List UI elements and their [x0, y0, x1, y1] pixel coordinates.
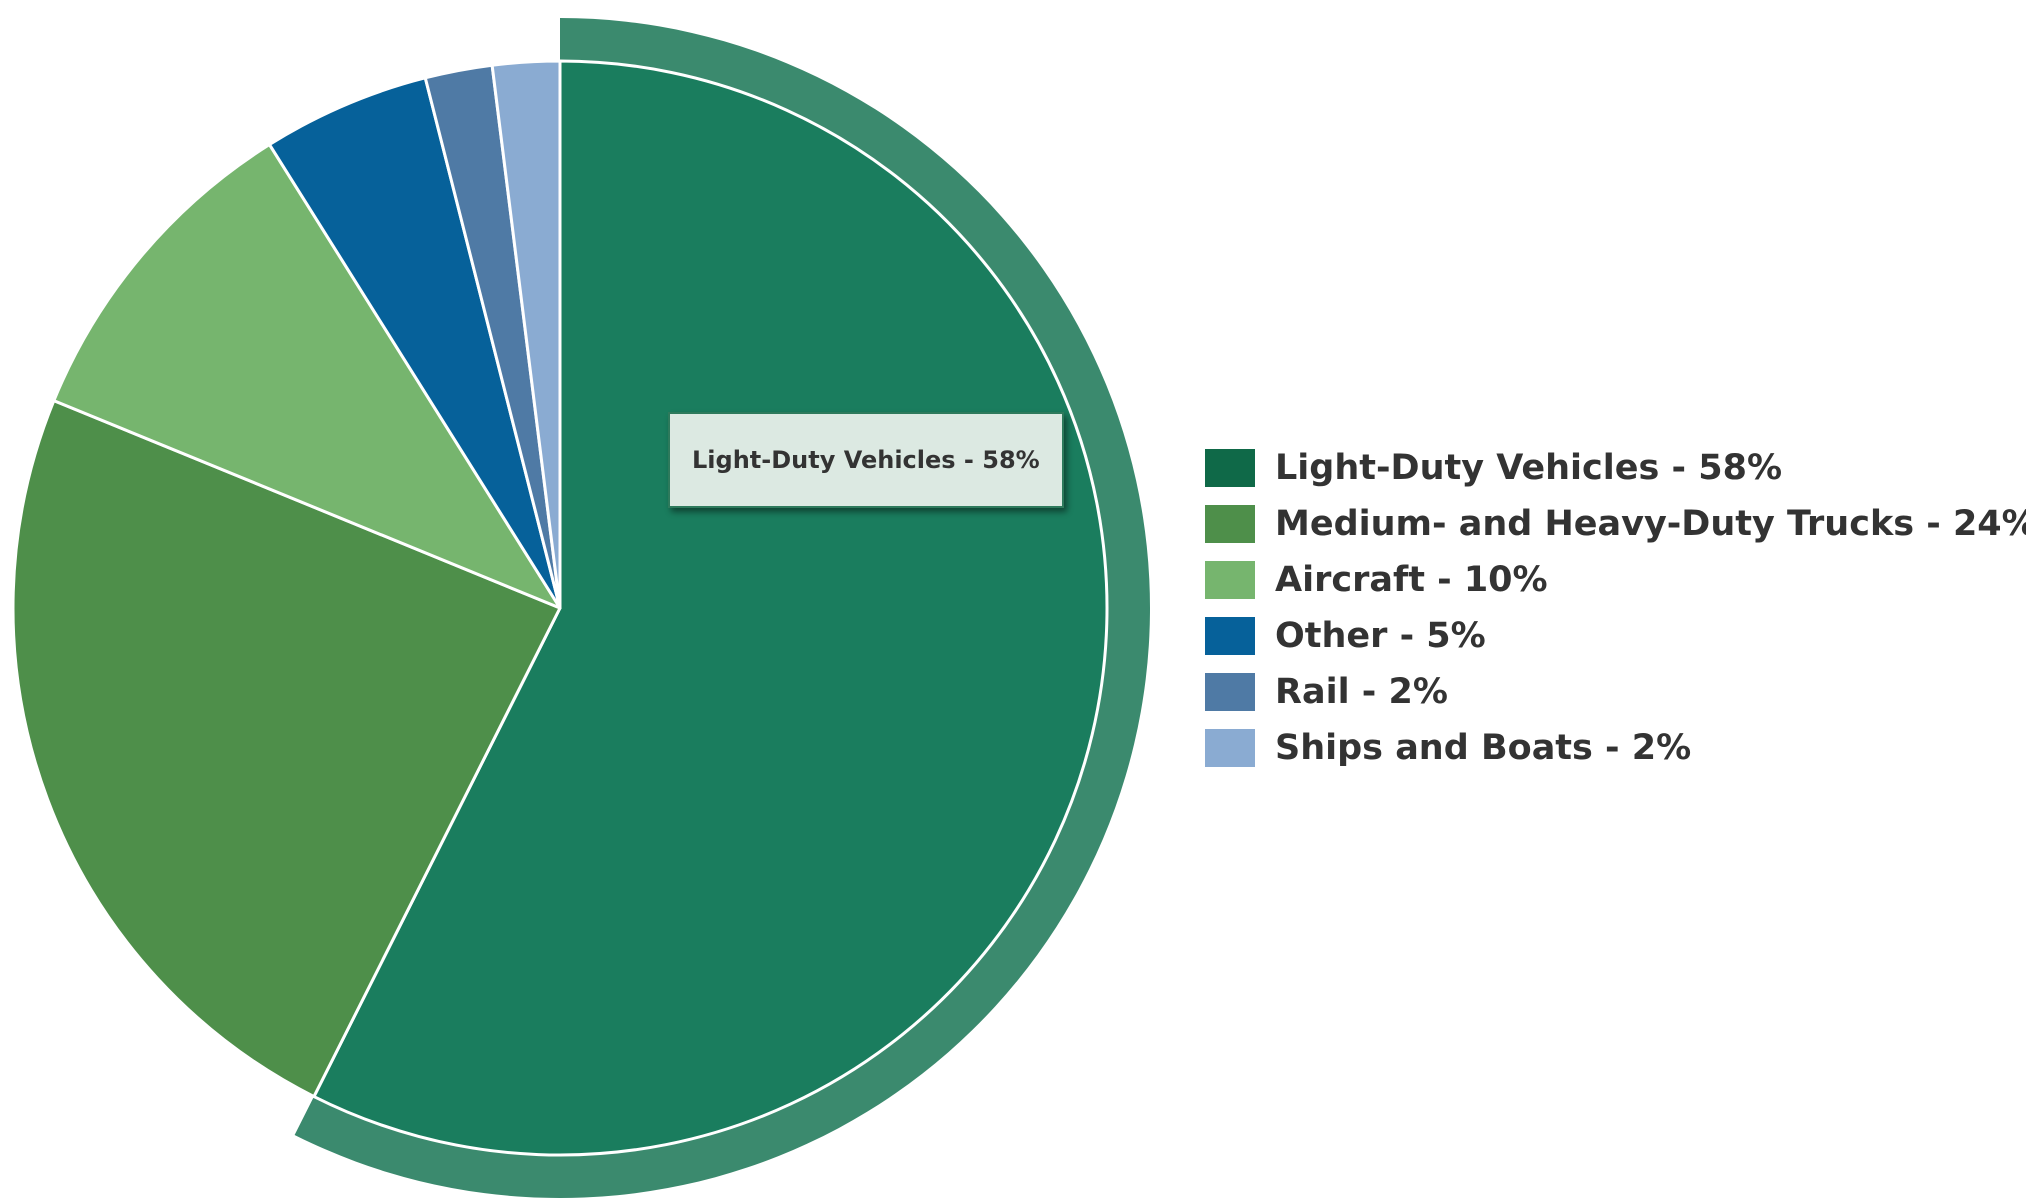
legend-label: Ships and Boats - 2% — [1275, 728, 1692, 768]
pie-slice-light-duty-vehicles[interactable] — [312, 59, 1109, 1157]
legend-swatch — [1205, 449, 1255, 487]
legend-item-rail[interactable]: Rail - 2% — [1205, 664, 2026, 720]
legend-swatch — [1205, 673, 1255, 711]
legend-item-medium-and-heavy-duty-trucks[interactable]: Medium- and Heavy-Duty Trucks - 24% — [1205, 496, 2026, 552]
legend: Light-Duty Vehicles - 58% Medium- and Hea… — [1205, 440, 2026, 776]
tooltip-label: Light-Duty Vehicles - 58% — [692, 446, 1040, 474]
legend-swatch — [1205, 561, 1255, 599]
legend-swatch — [1205, 617, 1255, 655]
legend-item-light-duty-vehicles[interactable]: Light-Duty Vehicles - 58% — [1205, 440, 2026, 496]
legend-item-other[interactable]: Other - 5% — [1205, 608, 2026, 664]
legend-label: Other - 5% — [1275, 616, 1486, 656]
legend-swatch — [1205, 729, 1255, 767]
pie-slice-aircraft[interactable] — [52, 143, 562, 610]
legend-label: Medium- and Heavy-Duty Trucks - 24% — [1275, 504, 2026, 544]
pie-slice-ships-and-boats[interactable] — [490, 59, 562, 610]
slice-tooltip: Light-Duty Vehicles - 58% — [668, 412, 1064, 508]
legend-item-ships-and-boats[interactable]: Ships and Boats - 2% — [1205, 720, 2026, 776]
legend-label: Aircraft - 10% — [1275, 560, 1548, 600]
legend-label: Rail - 2% — [1275, 672, 1448, 712]
legend-swatch — [1205, 505, 1255, 543]
pie-slices — [11, 59, 1109, 1157]
legend-item-aircraft[interactable]: Aircraft - 10% — [1205, 552, 2026, 608]
legend-label: Light-Duty Vehicles - 58% — [1275, 448, 1783, 488]
pie-slice-other[interactable] — [267, 76, 562, 610]
pie-slice-medium-and-heavy-duty-trucks[interactable] — [11, 399, 562, 1099]
